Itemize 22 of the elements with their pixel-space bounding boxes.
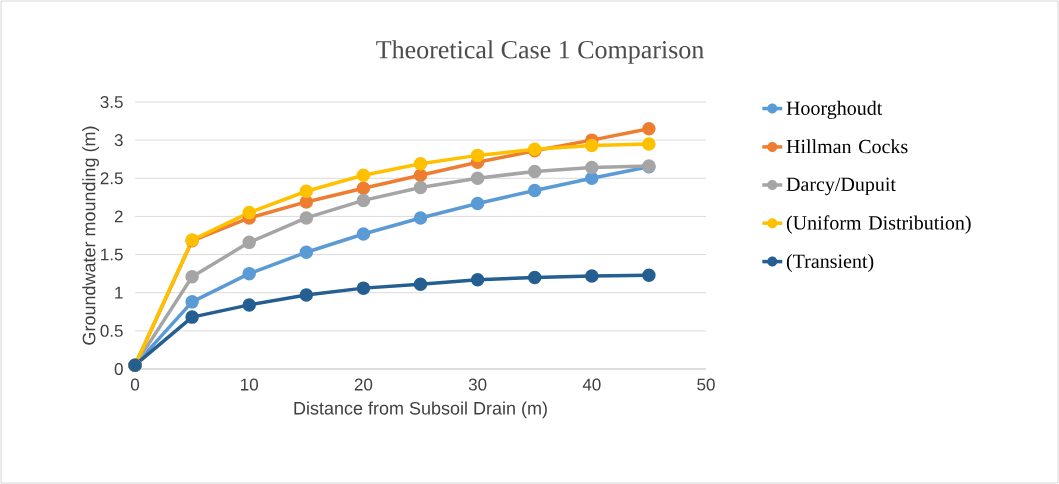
x-tick-label: 50 [697, 378, 715, 391]
y-tick-label: 1.5 [101, 248, 123, 261]
x-tick-label: 10 [241, 378, 259, 391]
x-tick-label: 20 [354, 378, 373, 391]
y-tick-label: 1 [115, 286, 123, 299]
y-tick-label: 0.5 [100, 324, 123, 337]
y-axis-title: Groundwater mounding (m) [82, 126, 99, 345]
legend-label: (Transient) [786, 253, 874, 273]
x-tick-label: 40 [582, 378, 601, 391]
y-tick-label: 3 [114, 134, 123, 147]
y-tick-label: 2.5 [100, 172, 123, 185]
legend-label: Hoorghoudt [786, 100, 883, 120]
legend-label: Darcy/Dupuit [786, 177, 896, 196]
legend-label: (Uniform Distribution) [786, 215, 971, 234]
legend-label: Hillman Cocks [786, 139, 908, 154]
y-tick-label: 2 [114, 210, 123, 223]
chart-title: Theoretical Case 1 Comparison [376, 40, 704, 64]
x-tick-label: 0 [130, 378, 140, 391]
x-axis-title: Distance from Subsoil Drain (m) [294, 401, 547, 419]
y-tick-label: 0 [114, 362, 123, 376]
x-tick-label: 30 [468, 378, 487, 391]
y-tick-label: 3.5 [100, 95, 123, 109]
